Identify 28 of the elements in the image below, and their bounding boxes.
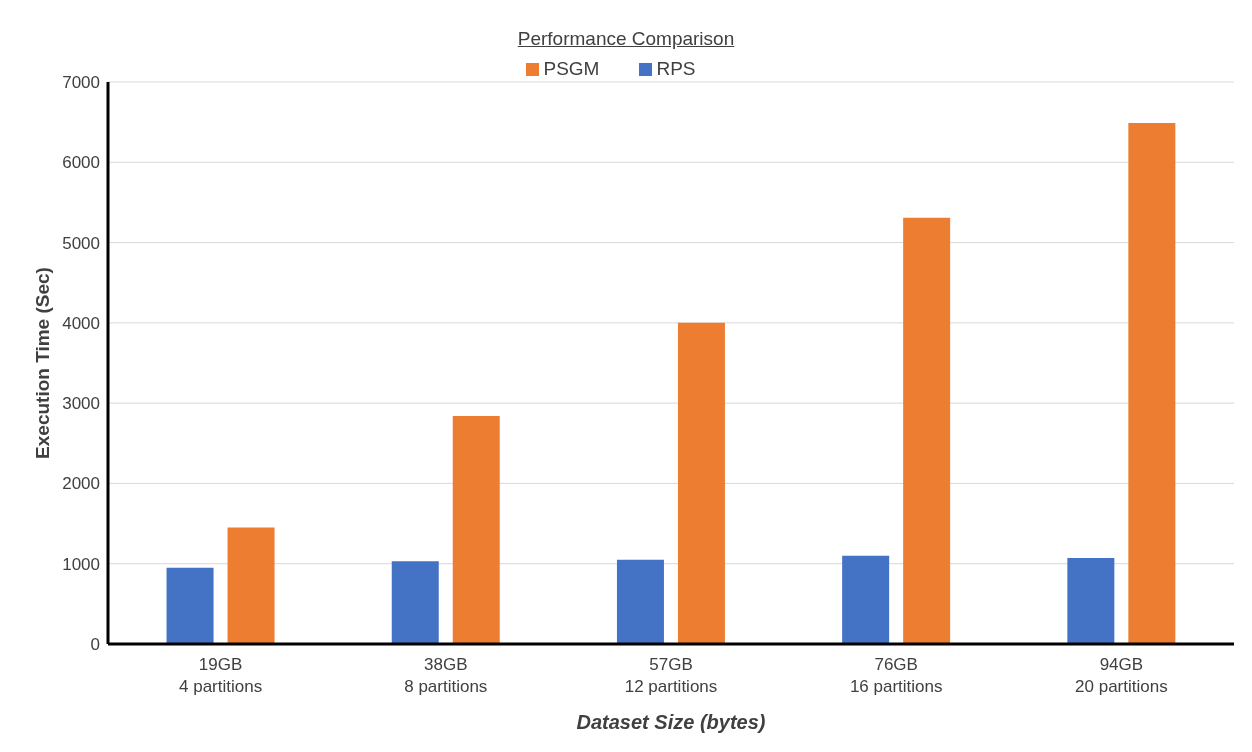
y-tick-label: 2000 xyxy=(62,474,100,494)
bar xyxy=(452,415,500,644)
bar xyxy=(227,527,275,644)
y-tick-label: 5000 xyxy=(62,233,100,253)
x-tick-label: 94GB 20 partitions xyxy=(1075,655,1168,696)
legend-label: PSGM xyxy=(543,58,600,79)
bar xyxy=(842,555,890,644)
x-tick-label: 19GB 4 partitions xyxy=(179,655,263,696)
bar xyxy=(1067,558,1115,644)
bar xyxy=(166,567,214,644)
legend-label: RPS xyxy=(656,58,696,79)
y-tick-label: 0 xyxy=(90,635,100,655)
bar xyxy=(903,217,951,644)
y-tick-label: 4000 xyxy=(62,313,100,333)
bar xyxy=(1128,122,1176,644)
y-tick-label: 1000 xyxy=(62,554,100,574)
chart-title: Performance Comparison xyxy=(516,28,736,50)
y-tick-label: 6000 xyxy=(62,153,100,173)
x-tick-label: 38GB 8 partitions xyxy=(404,655,488,696)
bar xyxy=(677,322,725,644)
y-tick-label: 3000 xyxy=(62,394,100,414)
bar xyxy=(616,559,664,644)
bar xyxy=(391,561,439,644)
y-axis-title: Execution Time (Sec) xyxy=(31,267,53,459)
y-tick-label: 7000 xyxy=(62,73,100,93)
x-axis-title: Dataset Size (bytes) xyxy=(576,711,766,733)
x-tick-label: 57GB 12 partitions xyxy=(624,655,718,696)
x-tick-label: 76GB 16 partitions xyxy=(849,655,943,696)
